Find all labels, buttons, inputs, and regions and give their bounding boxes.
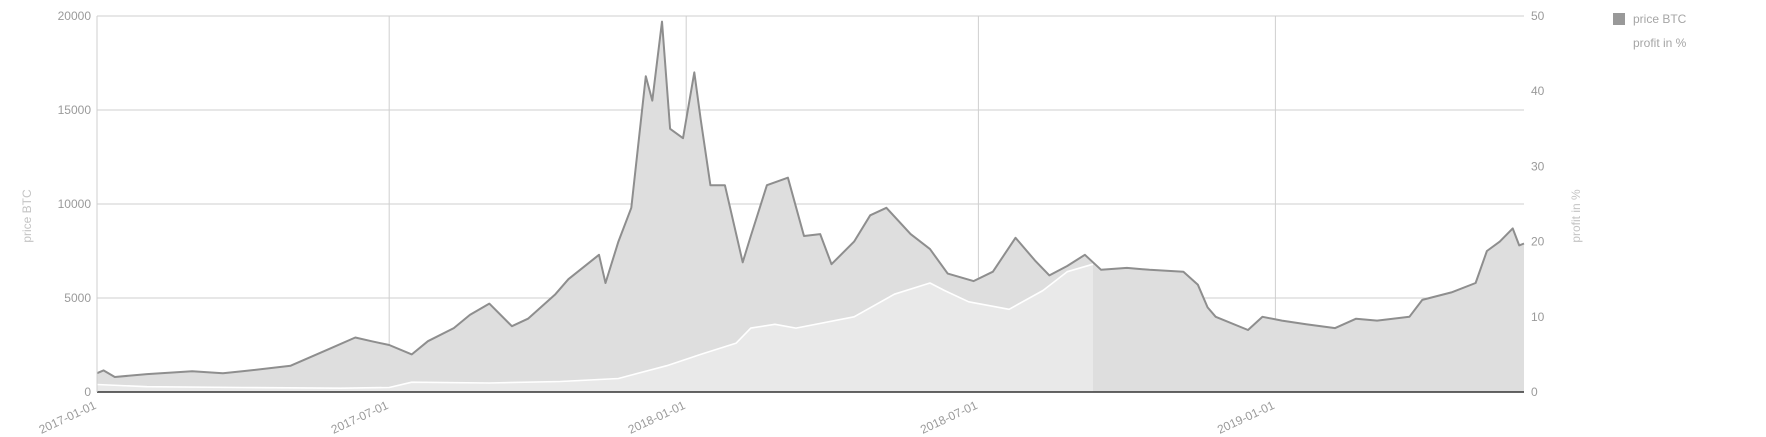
legend: price BTC profit in % xyxy=(1613,7,1686,55)
price-area-fill xyxy=(97,21,1524,392)
x-tick-label: 2017-01-01 xyxy=(37,398,99,437)
y2-tick-label: 20 xyxy=(1531,235,1545,249)
legend-label-profit: profit in % xyxy=(1633,36,1687,50)
y-axis-title: price BTC xyxy=(20,189,34,243)
y-tick-label: 10000 xyxy=(58,197,92,211)
y2-tick-label: 30 xyxy=(1531,159,1545,173)
y-tick-label: 5000 xyxy=(64,291,91,305)
x-tick-label: 2019-01-01 xyxy=(1215,398,1277,437)
legend-label-price: price BTC xyxy=(1633,12,1687,26)
y-tick-label: 0 xyxy=(84,385,91,399)
y2-tick-label: 50 xyxy=(1531,9,1545,23)
profit-area-fill xyxy=(97,264,1093,392)
area-series xyxy=(96,20,1525,392)
x-tick-label: 2018-01-01 xyxy=(626,398,688,437)
y2-tick-label: 40 xyxy=(1531,84,1545,98)
x-tick-label: 2018-07-01 xyxy=(918,398,980,437)
legend-swatch-price xyxy=(1613,13,1625,25)
y2-axis-title: profit in % xyxy=(1569,189,1583,243)
legend-item-price[interactable]: price BTC xyxy=(1613,7,1686,31)
price-series-line xyxy=(96,20,1525,378)
y-tick-label: 15000 xyxy=(58,103,92,117)
y-tick-label: 20000 xyxy=(58,9,92,23)
y2-tick-label: 0 xyxy=(1531,385,1538,399)
profit-series-line xyxy=(96,263,1094,389)
y2-tick-label: 10 xyxy=(1531,310,1545,324)
legend-item-profit[interactable]: profit in % xyxy=(1613,31,1686,55)
x-tick-label: 2017-07-01 xyxy=(329,398,391,437)
legend-swatch-profit xyxy=(1613,37,1625,49)
